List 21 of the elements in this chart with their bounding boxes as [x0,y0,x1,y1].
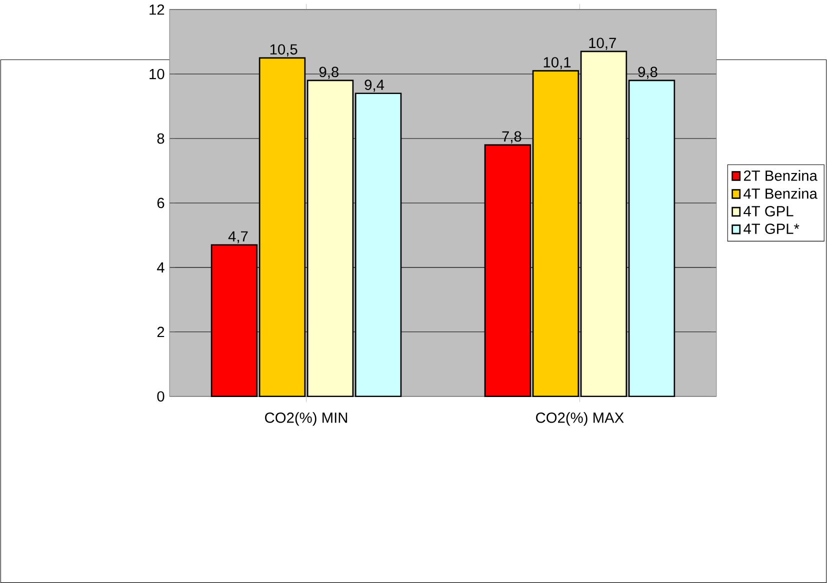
legend-label: 4T Benzina [744,188,818,199]
data-label: 9,4 [364,79,384,92]
y-tick-label: 10 [150,68,164,80]
legend-label: 4T GPL [744,206,794,216]
data-label: 10,1 [544,56,571,70]
data-label: 10,7 [589,38,616,50]
y-tick-label: 6 [157,198,164,208]
y-tick-label: 4 [157,262,164,272]
x-tick-label: CO2(%) MIN [265,412,348,426]
data-label: 10,5 [270,44,298,56]
data-label: 4,7 [228,231,248,244]
y-tick-label: 0 [157,391,164,402]
data-label: 7,8 [502,131,522,144]
y-tick-label: 12 [150,4,164,15]
y-tick-label: 2 [157,326,164,337]
data-label: 9,8 [319,66,338,79]
x-tick-label: CO2(%) MAX [536,412,624,426]
y-tick-label: 8 [157,133,164,144]
legend-label: 2T Benzina [744,170,818,181]
legend-label: 4T GPL* [744,223,800,234]
data-label: 9,8 [638,66,658,79]
